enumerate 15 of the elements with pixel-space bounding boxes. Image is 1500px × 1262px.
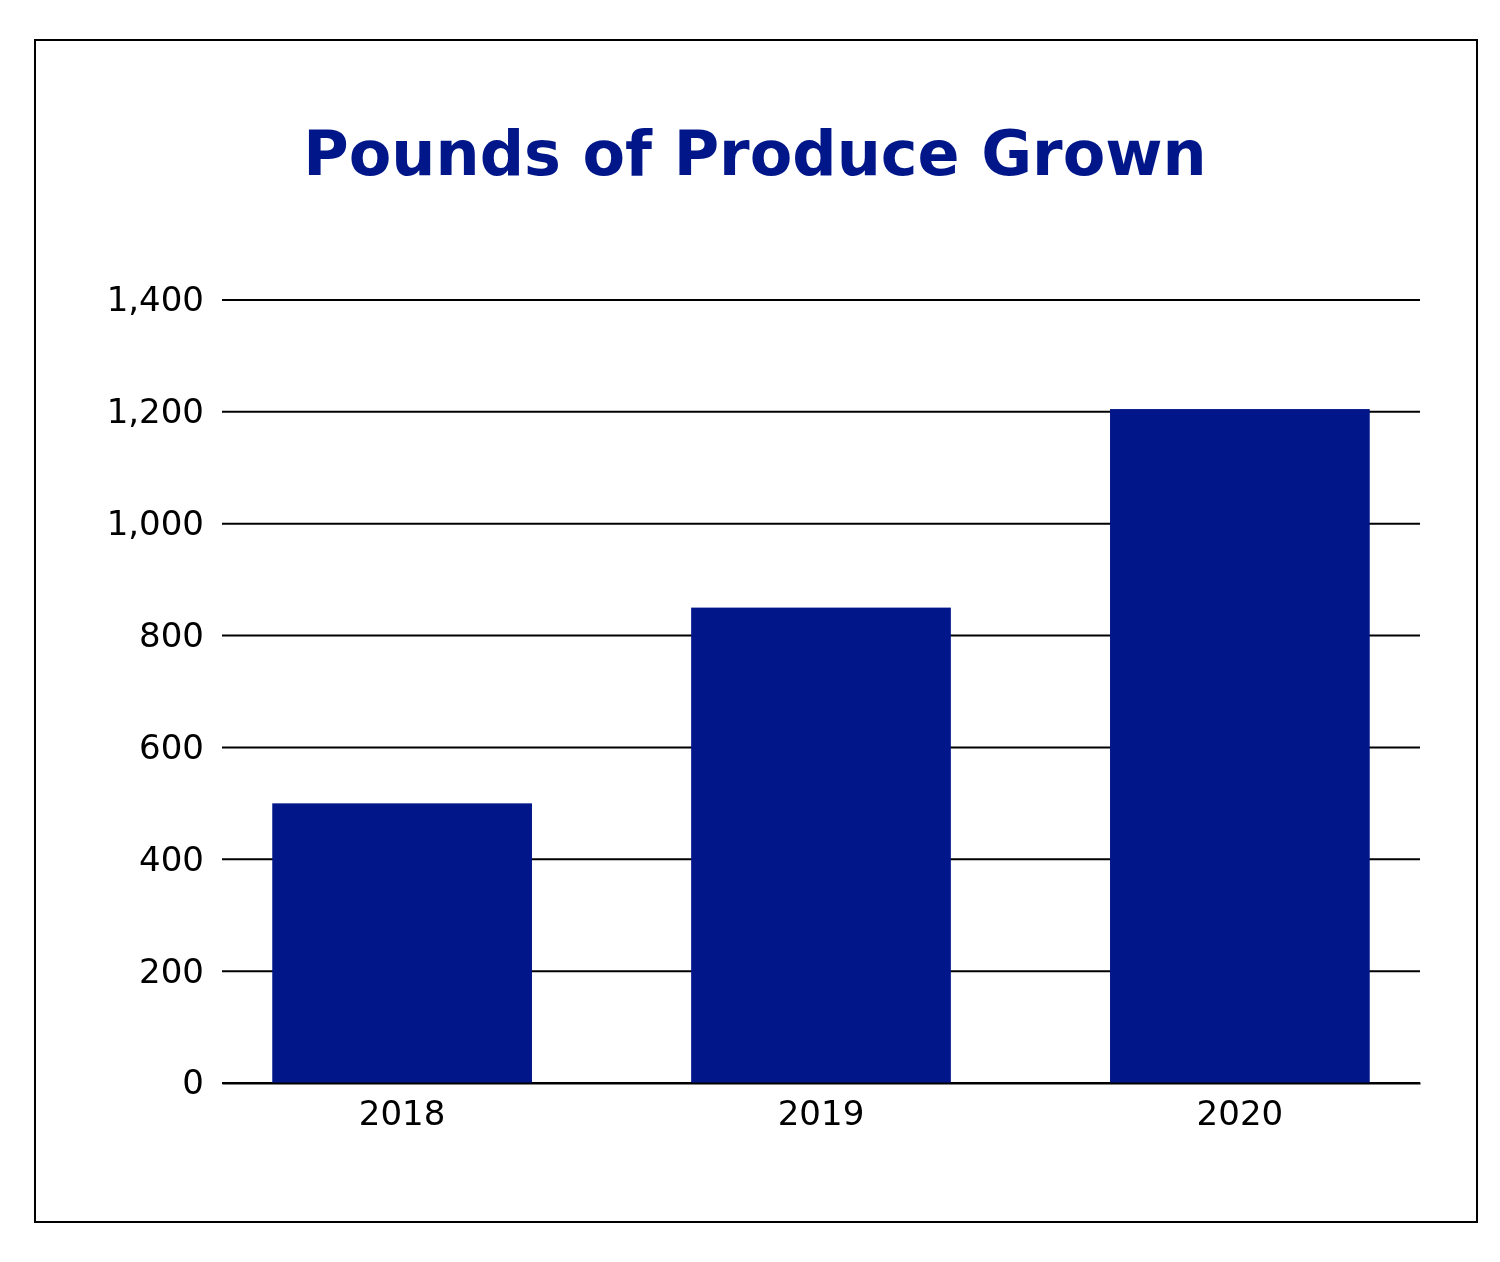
x-tick-label: 2019 xyxy=(777,1093,865,1134)
chart-title: Pounds of Produce Grown xyxy=(303,117,1207,190)
bar xyxy=(1110,409,1370,1083)
y-tick-label: 400 xyxy=(139,838,204,879)
bar xyxy=(691,607,951,1083)
x-tick-label: 2020 xyxy=(1196,1093,1284,1134)
y-tick-label: 1,200 xyxy=(106,391,204,432)
y-tick-label: 1,000 xyxy=(106,503,204,544)
y-tick-label: 1,400 xyxy=(106,279,204,320)
y-tick-label: 200 xyxy=(139,950,204,991)
y-tick-label: 600 xyxy=(139,726,204,767)
bar xyxy=(272,803,532,1083)
y-tick-label: 0 xyxy=(182,1062,204,1103)
y-tick-label: 800 xyxy=(139,614,204,655)
x-tick-label: 2018 xyxy=(358,1093,446,1134)
